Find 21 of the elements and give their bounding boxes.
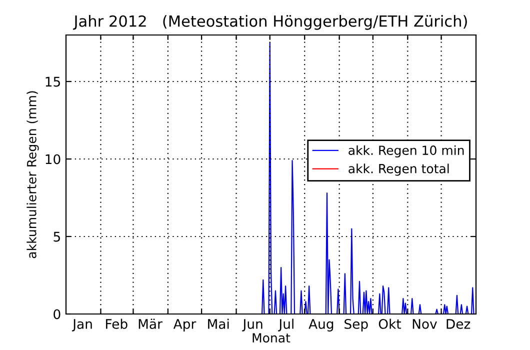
x-tick-label: Sep: [344, 318, 368, 332]
x-tick-label: Jul: [278, 318, 294, 332]
x-tick-label: Apr: [173, 319, 196, 332]
x-tick-label: Nov: [412, 319, 437, 329]
x-tick-label: Aug: [308, 319, 334, 332]
x-tick-label: Feb: [106, 318, 128, 329]
x-tick-label: Dez: [446, 319, 470, 329]
x-tick-label: Okt: [378, 318, 402, 329]
x-tick-label: Mai: [208, 318, 229, 329]
legend-label: akk. Regen total: [348, 164, 449, 176]
x-tick-label: Mär: [138, 318, 162, 329]
x-axis-title: Monat: [252, 333, 290, 343]
x-tick-label: Jan: [72, 319, 92, 332]
y-axis-title: akkumulierter Regen (mm): [26, 91, 39, 258]
chart-title: Jahr 2012 (Meteostation Hönggerberg/ETH Zürich): [72, 15, 467, 30]
y-tick-label: 15: [46, 76, 60, 87]
y-tick-label: 5: [54, 232, 60, 242]
y-tick-label: 0: [54, 309, 60, 320]
legend-label: akk. Regen 10 min: [348, 145, 464, 158]
x-tick-label: Jun: [242, 319, 262, 332]
y-tick-label: 10: [46, 154, 60, 164]
